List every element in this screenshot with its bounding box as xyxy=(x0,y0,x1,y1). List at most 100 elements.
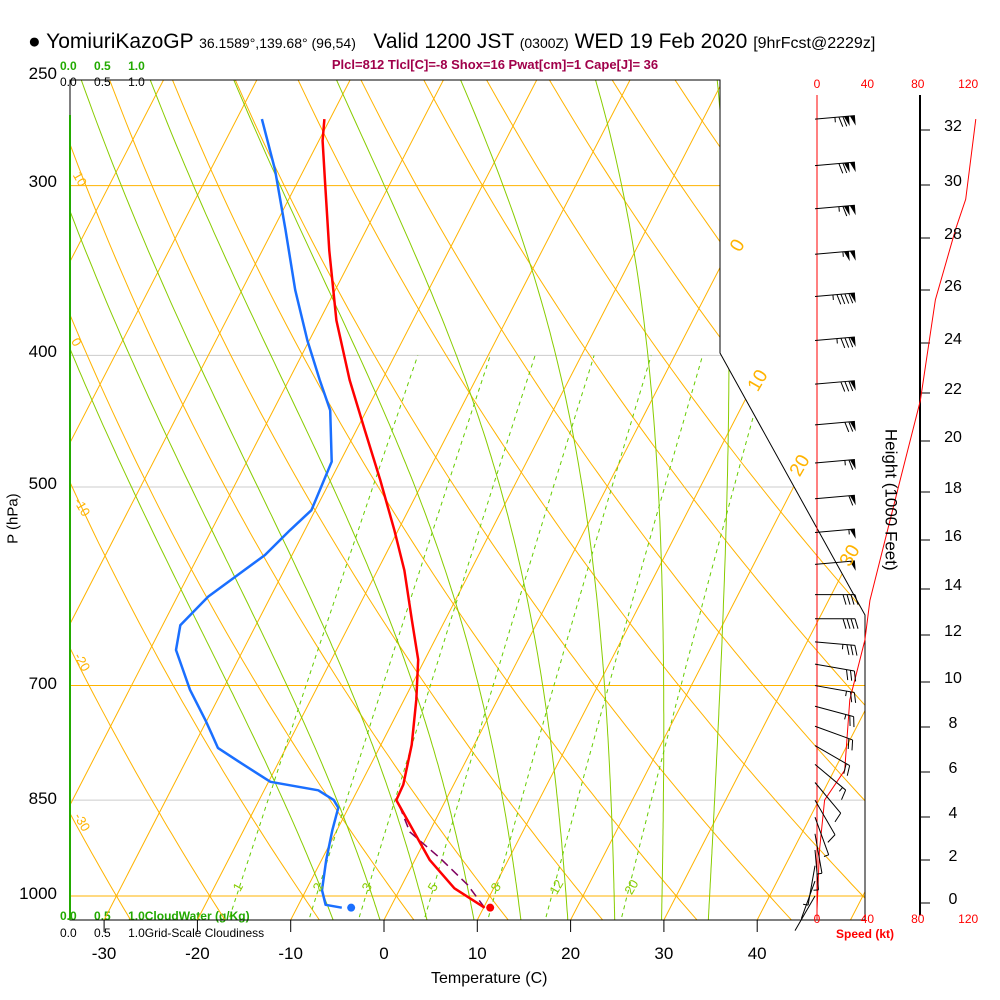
pressure-label: 700 xyxy=(28,674,57,693)
valid-time: Valid 1200 JST xyxy=(373,30,514,53)
dewpoint-line xyxy=(174,118,343,909)
dry-adiabat xyxy=(70,80,229,920)
height-tick-label: 0 xyxy=(948,891,958,908)
x-axis-label: Temperature (C) xyxy=(431,970,548,987)
pressure-label: 400 xyxy=(28,342,57,361)
cloudiness-ticks-top: 0.0 0.5 1.0 xyxy=(60,75,145,89)
x-tick-label: -20 xyxy=(185,944,210,963)
height-tick-label: 2 xyxy=(948,848,958,865)
forecast-info: [9hrFcst@2229z] xyxy=(753,35,876,52)
mixing-ratio-line xyxy=(543,355,704,920)
speed-tick-label-bottom: 80 xyxy=(911,912,925,926)
wind-barb xyxy=(814,115,856,127)
x-tick-label: 40 xyxy=(747,944,767,963)
moist-adiabat xyxy=(71,80,429,920)
wind-speed-line xyxy=(816,119,977,911)
wind-barb xyxy=(814,161,856,174)
height-tick-label: 8 xyxy=(948,715,958,732)
wind-barb xyxy=(814,336,856,349)
moist-adiabat xyxy=(587,80,665,920)
height-tick-label: 26 xyxy=(944,278,962,295)
dry-adiabat xyxy=(70,80,134,920)
valid-date: WED 19 Feb 2020 xyxy=(574,30,748,53)
pressure-label: 300 xyxy=(28,172,57,191)
cloudiness-legend: 0.0 0.5 1.0Grid-Scale Cloudiness xyxy=(60,926,265,940)
wind-barb xyxy=(815,594,859,605)
stability-indices: Plcl=812 Tlcl[C]=-8 Shox=16 Pwat[cm]=1 C… xyxy=(331,57,659,72)
mixing-ratio-line xyxy=(619,355,771,920)
wind-barb xyxy=(814,833,823,875)
mixing-ratio-line xyxy=(226,355,419,920)
wind-barb xyxy=(800,880,816,919)
speed-axis-label: Speed (kt) xyxy=(836,927,895,941)
isotherm xyxy=(567,80,865,920)
dry-adiabat xyxy=(161,80,702,920)
wind-barb xyxy=(814,560,856,571)
moist-adiabat xyxy=(70,80,382,920)
wind-barb xyxy=(814,641,858,656)
mixing-ratio-line xyxy=(422,355,595,920)
wind-barb xyxy=(814,292,856,305)
wind-barb xyxy=(814,685,857,703)
height-tick-label: 12 xyxy=(944,623,962,640)
x-tick-label: -10 xyxy=(278,944,303,963)
wind-barb xyxy=(814,420,856,433)
moist-adiabat xyxy=(324,80,569,920)
isotherm xyxy=(101,80,551,920)
wind-barb xyxy=(814,663,857,682)
height-tick-label: 28 xyxy=(944,226,962,243)
pressure-label: 250 xyxy=(28,64,57,83)
pressure-label: 500 xyxy=(28,474,57,493)
speed-tick-label-top: 0 xyxy=(813,77,821,91)
dry-adiabat xyxy=(285,80,865,920)
station-coords: 36.1589°,139.68° (96,54) xyxy=(199,35,356,51)
speed-tick-label-bottom: 40 xyxy=(860,912,875,926)
height-tick-label: 4 xyxy=(948,805,958,822)
height-tick-label: 32 xyxy=(944,118,962,135)
dry-adiabat xyxy=(347,80,865,920)
x-tick-label: 10 xyxy=(467,944,487,963)
height-tick-label: 30 xyxy=(944,173,962,190)
chart-title: ● YomiuriKazoGP 36.1589°,139.68° (96,54)… xyxy=(28,30,875,54)
surface-temperature-point xyxy=(486,903,495,912)
isotherm xyxy=(70,80,178,920)
wind-barb xyxy=(803,865,816,906)
moist-adiabat xyxy=(70,80,336,920)
height-tick-label: 6 xyxy=(948,760,958,777)
isotherm xyxy=(70,80,364,920)
speed-tick-label-top: 120 xyxy=(958,77,979,91)
mixing-ratio-line xyxy=(356,355,536,920)
wind-barb xyxy=(814,745,851,776)
dry-adiabat xyxy=(969,54,1000,925)
wind-barb xyxy=(814,528,856,539)
dry-adiabat xyxy=(70,80,513,920)
wind-barb xyxy=(814,705,855,728)
moist-adiabat xyxy=(222,80,522,920)
parcel-line xyxy=(397,801,486,909)
dry-adiabat xyxy=(223,80,797,920)
wind-barb xyxy=(814,250,856,262)
y-axis-label: P (hPa) xyxy=(4,493,22,544)
isotherm xyxy=(194,80,644,920)
station-name: YomiuriKazoGP xyxy=(46,30,194,53)
surface-dewpoint-point xyxy=(347,903,356,912)
dry-adiabat xyxy=(533,80,865,920)
wind-barb xyxy=(814,494,856,506)
moist-adiabat xyxy=(707,80,730,920)
height-tick-label: 24 xyxy=(944,331,962,348)
wind-barb xyxy=(813,849,819,891)
x-tick-label: 30 xyxy=(654,944,674,963)
cloudwater-ticks-top: 0.0 0.5 1.0 xyxy=(60,59,145,73)
plot-frame xyxy=(69,79,866,921)
speed-tick-label-top: 40 xyxy=(860,77,875,91)
isotherm xyxy=(474,80,865,920)
utc-time: (0300Z) xyxy=(519,35,569,51)
wind-barb xyxy=(794,895,816,931)
height-tick-label: 20 xyxy=(944,429,962,446)
dry-adiabat xyxy=(471,80,865,920)
cloudwater-legend: 0.0 0.5 1.0CloudWater (g/Kg) xyxy=(60,909,250,923)
moist-adiabat xyxy=(448,80,616,920)
temperature-line xyxy=(321,118,486,909)
wind-barb xyxy=(814,763,847,800)
